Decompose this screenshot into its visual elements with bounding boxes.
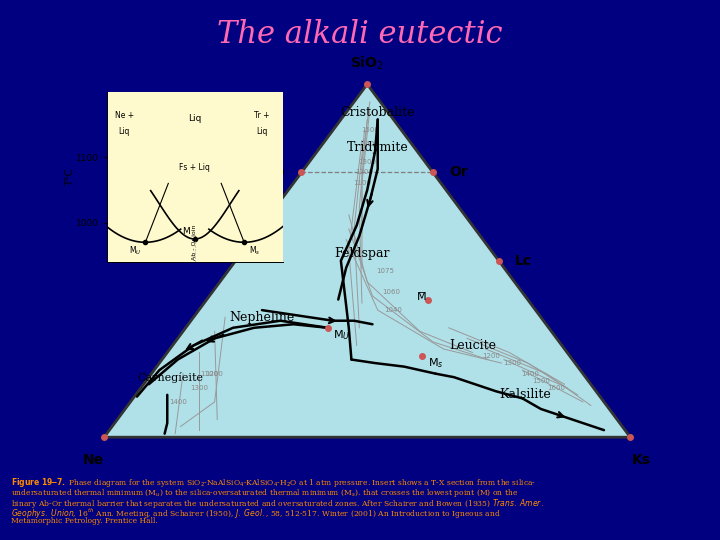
Text: 1500: 1500 bbox=[361, 127, 379, 133]
Text: 1300: 1300 bbox=[358, 159, 376, 165]
Text: Ne: Ne bbox=[83, 454, 104, 468]
Text: Kalsilite: Kalsilite bbox=[499, 388, 551, 401]
Text: 1300: 1300 bbox=[503, 360, 521, 366]
Text: M$_s$: M$_s$ bbox=[428, 356, 444, 370]
Text: binary Ab-Or thermal barrier that separates the undersaturated and oversaturated: binary Ab-Or thermal barrier that separa… bbox=[11, 497, 544, 510]
Text: Nepheline: Nepheline bbox=[230, 310, 294, 323]
Text: Ne +: Ne + bbox=[114, 111, 134, 120]
Text: 1040: 1040 bbox=[384, 307, 402, 313]
Text: $\bf{Figure\ 19\!\!-\!\!7.}$ Phase diagram for the system SiO$_2$-NaAlSiO$_4$-KA: $\bf{Figure\ 19\!\!-\!\!7.}$ Phase diagr… bbox=[11, 476, 536, 489]
Text: Tr +: Tr + bbox=[254, 111, 269, 120]
Text: 1500: 1500 bbox=[532, 377, 550, 384]
Text: 1400: 1400 bbox=[521, 370, 539, 377]
Text: 1200: 1200 bbox=[356, 170, 374, 176]
Text: Ab: Ab bbox=[265, 165, 286, 179]
Text: M: M bbox=[182, 227, 190, 236]
Text: SiO$_2$: SiO$_2$ bbox=[350, 55, 384, 72]
Text: 1400: 1400 bbox=[361, 141, 379, 147]
Text: $\it{Geophys.\ Union}$, 16$^{th}$ Ann. Meeting, and Schairer (1950), $\it{J.\ Ge: $\it{Geophys.\ Union}$, 16$^{th}$ Ann. M… bbox=[11, 507, 500, 522]
Polygon shape bbox=[104, 84, 630, 437]
Text: M$_U$: M$_U$ bbox=[129, 245, 141, 257]
Text: 1075: 1075 bbox=[377, 268, 395, 274]
Text: Cristobalite: Cristobalite bbox=[341, 106, 415, 119]
Text: Tridymite: Tridymite bbox=[347, 141, 408, 154]
Text: Liq: Liq bbox=[188, 114, 202, 123]
Text: Liq: Liq bbox=[119, 127, 130, 136]
Text: Feldspar: Feldspar bbox=[334, 247, 390, 260]
Text: Liq: Liq bbox=[256, 127, 267, 136]
Text: M$_U$: M$_U$ bbox=[333, 328, 350, 342]
Text: 1100: 1100 bbox=[353, 180, 371, 186]
Text: 1400: 1400 bbox=[169, 399, 186, 405]
Text: Fs + Liq: Fs + Liq bbox=[179, 163, 210, 172]
Text: Carnegíeite: Carnegíeite bbox=[137, 372, 203, 383]
Text: The alkali eutectic: The alkali eutectic bbox=[217, 19, 503, 50]
Text: 1060: 1060 bbox=[382, 289, 400, 295]
Text: M̅: M̅ bbox=[417, 292, 427, 301]
Text: Leucite: Leucite bbox=[449, 339, 496, 352]
Y-axis label: T°C: T°C bbox=[65, 168, 75, 186]
Text: undersaturated thermal minimum (M$_u$) to the silica-oversaturated thermal minim: undersaturated thermal minimum (M$_u$) t… bbox=[11, 487, 518, 498]
Text: 1200: 1200 bbox=[206, 370, 223, 377]
Text: Lc: Lc bbox=[515, 254, 531, 268]
Text: 1100: 1100 bbox=[200, 370, 218, 377]
Text: 1600: 1600 bbox=[548, 385, 566, 391]
Text: M$_s$: M$_s$ bbox=[249, 245, 261, 257]
Text: Ks: Ks bbox=[631, 454, 650, 468]
Text: Or: Or bbox=[449, 165, 467, 179]
Text: 1300: 1300 bbox=[190, 385, 208, 391]
Text: Metamorphic Petrology. Prentice Hall.: Metamorphic Petrology. Prentice Hall. bbox=[11, 517, 158, 525]
Text: 1200: 1200 bbox=[482, 353, 500, 359]
Text: Ab - Or join: Ab - Or join bbox=[192, 224, 197, 260]
